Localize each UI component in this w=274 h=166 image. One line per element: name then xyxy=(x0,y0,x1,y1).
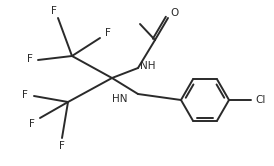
Text: F: F xyxy=(51,6,57,16)
Text: F: F xyxy=(27,54,33,64)
Text: F: F xyxy=(59,141,65,151)
Text: F: F xyxy=(29,119,35,129)
Text: HN: HN xyxy=(113,94,128,104)
Text: F: F xyxy=(22,90,28,100)
Text: NH: NH xyxy=(140,61,156,71)
Text: F: F xyxy=(105,28,111,38)
Text: Cl: Cl xyxy=(256,95,266,105)
Text: O: O xyxy=(171,8,179,18)
